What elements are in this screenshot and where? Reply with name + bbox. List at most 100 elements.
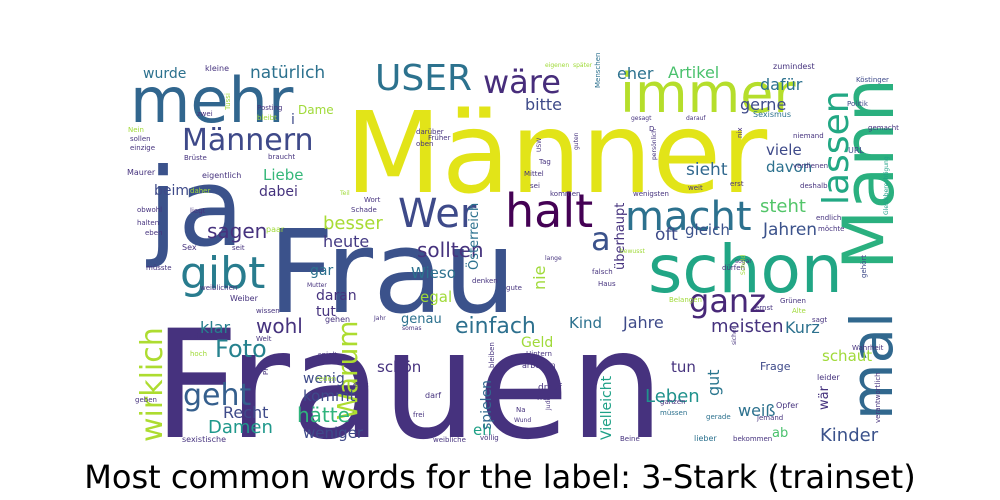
wordcloud-word: bewusst [620,248,645,255]
wordcloud-word: reden [316,375,336,383]
wordcloud-word: braucht [268,153,295,161]
wordcloud-word: gibt [180,248,265,299]
wordcloud-word: lassen [816,90,857,205]
wordcloud-word: tut [316,304,336,320]
wordcloud-word: gesagt [631,115,652,122]
wordcloud-word: Gleichberechtigung [883,156,890,215]
wordcloud-word: Frau [268,206,516,340]
wordcloud-word: dürfen [722,264,745,272]
wordcloud-word: wenig [303,371,345,387]
wordcloud-word: möchte [818,225,844,233]
wordcloud-word: dafür [760,75,803,94]
wordcloud-word: sei [530,182,540,190]
wordcloud-word: Schuld [740,255,747,275]
wordcloud-word: sagen [207,219,267,243]
wordcloud-word: gerne [740,95,786,114]
wordcloud-word: schön [377,358,421,376]
wordcloud-word: weiblichen [200,284,237,292]
wordcloud-word: Tussi [224,93,232,111]
wordcloud-word: natürlich [250,63,325,83]
wordcloud-word: Brüste [184,154,207,162]
wordcloud-word: eigentlich [202,171,241,180]
wordcloud-word: oben [416,140,433,148]
wordcloud-word: wohl [256,314,303,338]
wordcloud-word: Dame [298,103,334,117]
wordcloud-word: PRW [262,359,270,375]
wordcloud-word: Sex [182,243,197,252]
wordcloud-word: bekommen [733,435,772,443]
wordcloud-word: daher [190,187,210,195]
wordcloud-word: Früher [428,134,451,142]
wordcloud-word: Na [516,406,526,414]
wordcloud-word: eh [473,421,492,439]
wordcloud-word: niemand [793,132,824,140]
wordcloud-word: a [591,220,611,258]
wordcloud-word: Beine [620,435,640,443]
wordcloud-word: wurde [143,66,186,82]
wordcloud-word: beim [154,183,189,199]
wordcloud-word: kommen [550,190,580,198]
wordcloud-word: Damen [208,417,273,438]
wordcloud-word: Wer [398,191,477,237]
wordcloud-word: Schade [351,206,377,214]
wordcloud-word: Artikel [668,63,719,82]
wordcloud-word: frei [413,411,424,419]
chart-title: Most common words for the label: 3-Stark… [84,458,916,496]
wordcloud-word: Jahre [622,313,664,332]
wordcloud-word: gehen [325,315,350,324]
wordcloud-word: bleibt [257,114,277,122]
wordcloud-word: besser [323,213,383,234]
wordcloud-word: deshalb [800,182,828,190]
wordcloud-word: mal [838,312,906,420]
wordcloud-word: Köstinger [856,76,889,84]
wordcloud-word: dabei [259,184,298,200]
wordcloud-word: ganz [689,282,766,320]
wordcloud-word: gehört [860,255,868,278]
wordcloud-word: einzige [130,144,155,152]
wordcloud-word: Maurer [127,168,156,177]
wordcloud-word: ganzen [660,398,686,406]
wordcloud-word: oft [655,225,678,245]
wordcloud-word: Hintern [526,350,552,358]
wordcloud-word: darauf [686,115,706,122]
wordcloud-word: Judith [545,393,552,411]
wordcloud-word: seit [232,244,245,252]
wordcloud-word: Wund [514,417,531,424]
wordcloud-word: Männern [182,123,314,158]
wordcloud-word: zumindest [773,62,815,71]
wordcloud-word: darüber [416,128,444,136]
wordcloud-word: sagt [812,316,827,324]
wordcloud-word: Sexismus [753,110,791,119]
wordcloud-word: tun [671,358,696,376]
wordcloud-word: geht [183,378,252,413]
wordcloud-word: echt [353,381,369,389]
wordcloud-word: D [649,125,654,133]
wordcloud-word: Nein [128,126,144,134]
wordcloud-word: klar [200,318,231,337]
wordcloud-word: eigenen [545,62,569,69]
wordcloud-word: völlig [480,434,499,442]
wordcloud-word: halt [505,184,593,238]
wordcloud-word: weiß [738,401,775,420]
wordcloud-word: schaut [822,347,872,365]
wordcloud-word: bitte [525,95,562,114]
wordcloud-word: heute [323,232,369,251]
wordcloud-word: überhaupt [613,203,628,270]
wordcloud-word: Wort [364,196,381,204]
wordcloud-word: drauf [538,383,563,393]
wordcloud-word: zwei [197,110,213,118]
wordcloud-word: nix [736,127,744,138]
wordcloud-word: sollten [417,238,484,262]
wordcloud-word: eher [617,64,654,83]
wordcloud-word: liegt [190,207,206,215]
wordcloud-word: weibliche [433,436,466,444]
wordcloud-word: persönlich [651,129,658,160]
wordcloud-word: sicher [731,326,738,345]
wordcloud-word: Grünen [780,297,806,305]
wordcloud-word: müsste [146,264,172,272]
wordcloud-word: Mann [828,78,910,270]
wordcloud-word: gut [704,369,723,396]
wordcloud-word: gemacht [868,124,899,132]
wordcloud-word: gerade [706,413,731,421]
wordcloud-word: egal [420,288,452,306]
